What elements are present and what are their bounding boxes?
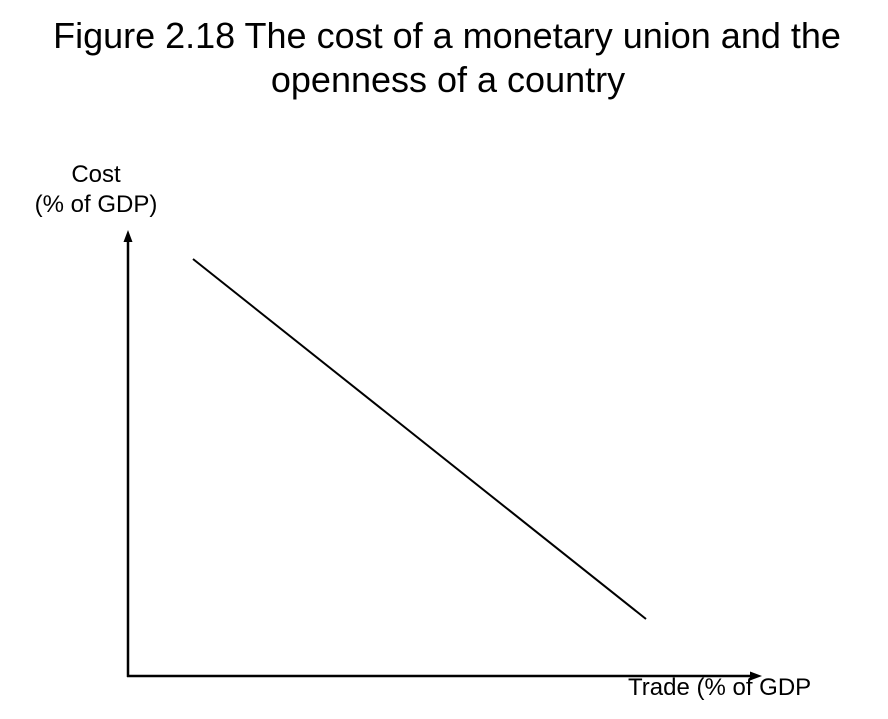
y-axis-label-line-2: (% of GDP) (34, 191, 158, 218)
y-axis-label: Cost (% of GDP) (0, 160, 192, 220)
x-axis-label: Trade (% of GDP (628, 674, 812, 701)
x-axis-arrowhead (750, 671, 762, 681)
figure-title-line-2: openness of a country (270, 59, 626, 100)
y-axis-label-line-1: Cost (71, 161, 121, 188)
figure-title: Figure 2.18 The cost of a monetary union… (0, 14, 888, 102)
figure-title-line-1: Figure 2.18 The cost of a monetary union… (53, 15, 841, 56)
cost-curve-line (192, 258, 647, 620)
y-axis-arrowhead (123, 230, 133, 242)
